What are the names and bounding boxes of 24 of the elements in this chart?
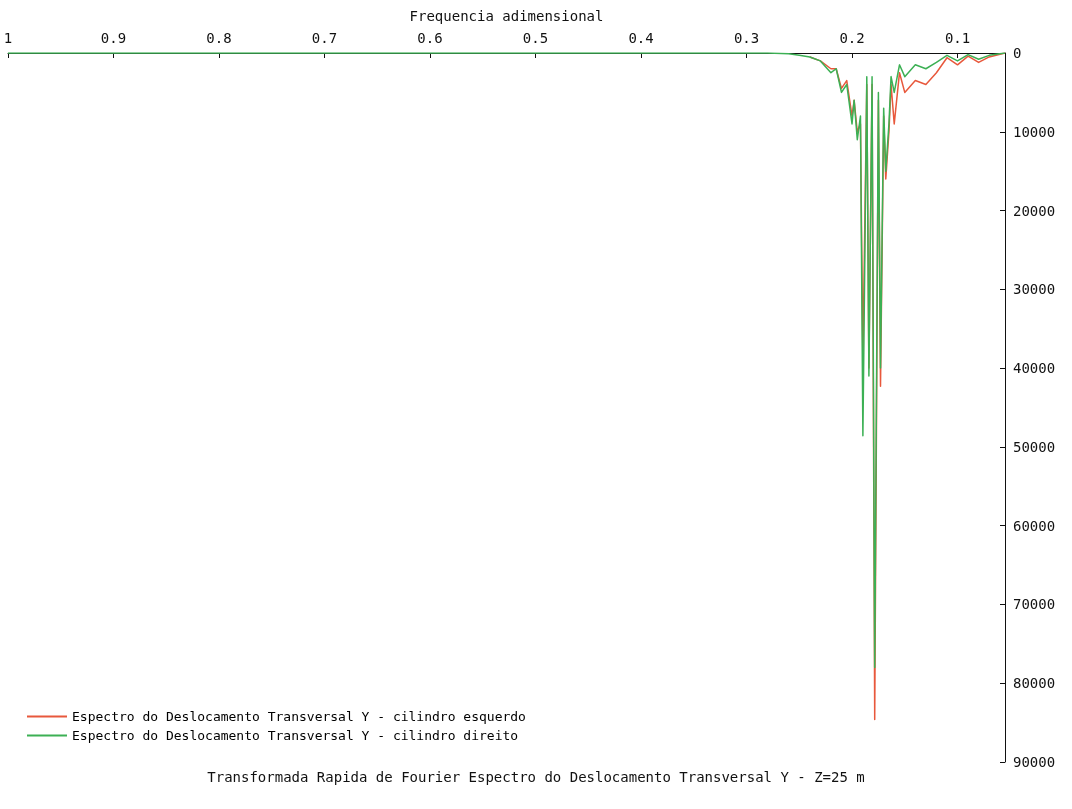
y-tick-label: 40000 <box>1013 360 1056 377</box>
y-tick-label: 80000 <box>1013 675 1056 692</box>
x-tick-label: 0.9 <box>100 30 127 46</box>
text: Transformada Rapida de Fourier Espectro do Deslocamento Transversal Y - Z=25 m <box>207 769 865 785</box>
x-tick-label: 0.1 <box>944 30 971 46</box>
y-tick-label: 90000 <box>1013 754 1056 770</box>
y-tick-label: 30000 <box>1013 281 1056 298</box>
x-axis-title: Frequencia adimensional <box>409 8 604 24</box>
y-tick-label: 70000 <box>1013 596 1056 613</box>
y-tick-label: 60000 <box>1013 517 1056 534</box>
legend-label: Espectro do Deslocamento Transversal Y - cilindro direito <box>72 728 519 743</box>
x-tick-label: 0.7 <box>311 30 338 46</box>
x-tick-label: 0.4 <box>628 30 654 46</box>
x-tick-label: 0.5 <box>522 30 549 46</box>
legend-label: Espectro do Deslocamento Transversal Y - cilindro esquerdo <box>72 709 526 724</box>
x-tick-label: 0.8 <box>206 30 232 46</box>
x-tick-label: 0.3 <box>733 30 760 46</box>
y-tick-label: 10000 <box>1013 123 1056 140</box>
x-tick-label: 1 <box>3 30 13 46</box>
y-tick-label: 0 <box>1013 45 1022 61</box>
x-tick-label: 0.2 <box>839 30 865 46</box>
x-tick-label: 0.6 <box>417 30 443 46</box>
y-tick-label: 50000 <box>1013 438 1056 455</box>
y-tick-label: 20000 <box>1013 202 1056 219</box>
